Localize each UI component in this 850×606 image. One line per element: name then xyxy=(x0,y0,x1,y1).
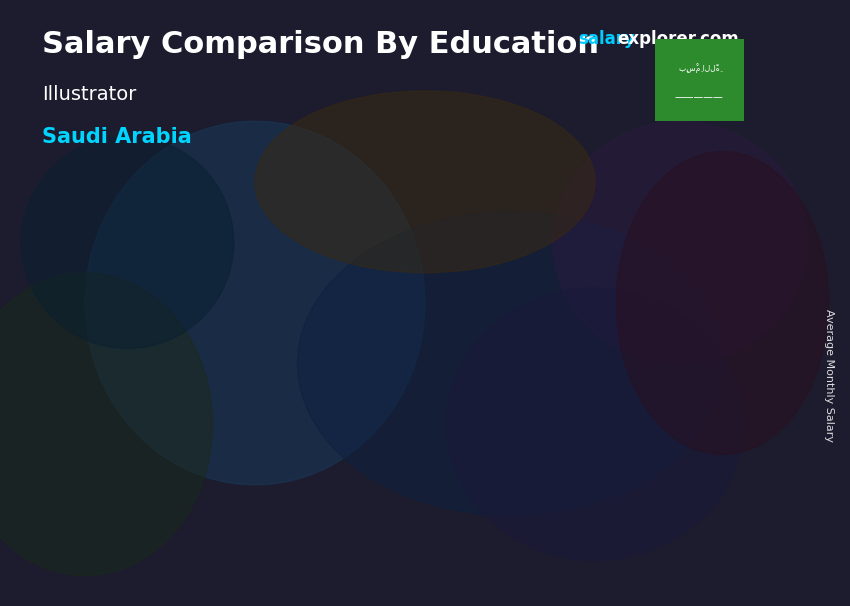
Bar xyxy=(275,371,359,533)
Text: +21%: +21% xyxy=(532,218,599,238)
Text: Illustrator: Illustrator xyxy=(42,85,137,104)
Text: Average Monthly Salary: Average Monthly Salary xyxy=(824,309,834,442)
Text: Salary Comparison By Education: Salary Comparison By Education xyxy=(42,30,599,59)
Text: 8,900 SAR: 8,900 SAR xyxy=(262,345,342,359)
Ellipse shape xyxy=(85,121,425,485)
Text: بِسْمِ اللّٰهِ: بِسْمِ اللّٰهِ xyxy=(679,63,719,73)
Text: 15,200 SAR: 15,200 SAR xyxy=(659,230,749,244)
Text: Saudi Arabia: Saudi Arabia xyxy=(42,127,192,147)
Ellipse shape xyxy=(255,91,595,273)
Ellipse shape xyxy=(446,288,744,561)
Bar xyxy=(474,306,558,315)
Text: 7,790 SAR: 7,790 SAR xyxy=(63,365,143,379)
Text: +14%: +14% xyxy=(134,334,201,355)
Ellipse shape xyxy=(552,121,808,364)
Bar xyxy=(551,306,558,533)
Bar xyxy=(76,391,160,533)
Bar xyxy=(153,391,160,533)
Ellipse shape xyxy=(0,273,212,576)
Text: salary: salary xyxy=(578,30,635,48)
Bar xyxy=(352,371,359,533)
Ellipse shape xyxy=(616,152,829,454)
Bar xyxy=(673,257,756,268)
Text: —————: ————— xyxy=(675,92,723,102)
Text: 12,500 SAR: 12,500 SAR xyxy=(460,279,550,293)
Ellipse shape xyxy=(21,136,234,348)
Text: +41%: +41% xyxy=(333,263,400,284)
Bar xyxy=(76,391,160,398)
Bar xyxy=(750,257,756,533)
Bar xyxy=(275,371,359,378)
Bar xyxy=(673,257,756,533)
Bar xyxy=(474,306,558,533)
Text: explorer.com: explorer.com xyxy=(617,30,739,48)
Ellipse shape xyxy=(298,212,722,515)
